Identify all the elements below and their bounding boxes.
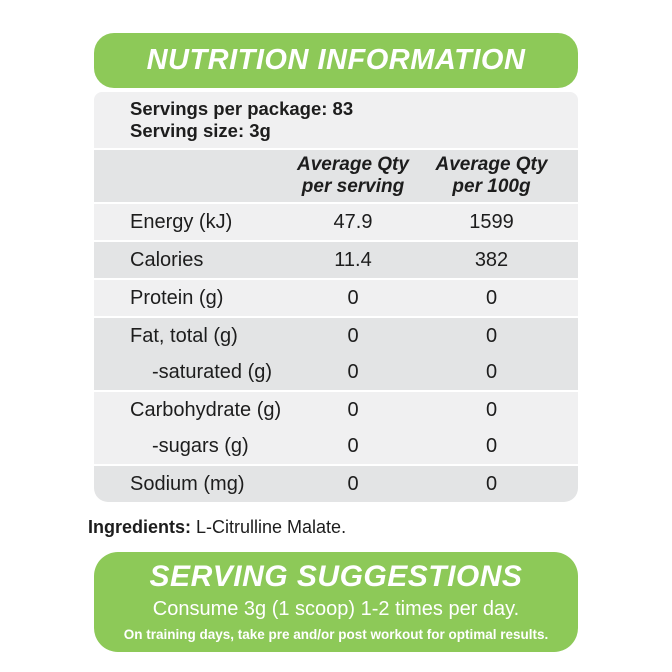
row-value-per-100g: 0 [485,286,498,309]
col-header-per-serving-line2: per serving [301,176,405,197]
table-band-calories: Calories 11.4 382 [94,242,578,278]
ingredients-value: L-Citrulline Malate. [191,517,347,537]
col-header-per-100g-line1: Average Qty [435,154,548,175]
table-row: Carbohydrate (g) 0 0 [94,392,578,428]
row-label: -sugars (g) [152,434,249,457]
col-header-per-serving-line1: Average Qty [297,154,409,175]
row-value-per-100g: 1599 [469,210,514,233]
serving-suggestion-line2: On training days, take pre and/or post w… [123,627,549,642]
servings-per-package: Servings per package: 83 [130,98,354,119]
row-value-per-100g: 0 [485,472,498,495]
serving-info-panel: Servings per package: 83 Serving size: 3… [94,92,578,148]
row-value-per-serving: 0 [347,398,359,421]
row-label: Energy (kJ) [130,210,233,233]
serving-suggestions-panel: SERVING SUGGESTIONS Consume 3g (1 scoop)… [94,552,578,652]
row-value-per-serving: 0 [347,472,359,495]
row-value-per-100g: 0 [485,360,498,383]
ingredients-line: Ingredients: L-Citrulline Malate. [88,514,578,540]
ingredients-label: Ingredients: [88,517,192,537]
table-row: Energy (kJ) 47.9 1599 [94,204,578,240]
serving-suggestions-title: SERVING SUGGESTIONS [149,560,523,593]
label-column: NUTRITION INFORMATION Servings per packa… [88,33,578,652]
row-value-per-serving: 0 [347,360,359,383]
table-band-protein: Protein (g) 0 0 [94,280,578,316]
row-label: Fat, total (g) [130,324,238,347]
row-value-per-100g: 0 [485,434,498,457]
row-value-per-100g: 0 [485,324,498,347]
row-value-per-serving: 0 [347,324,359,347]
table-row: Sodium (mg) 0 0 [94,466,578,502]
nutrition-title-bar: NUTRITION INFORMATION [94,33,578,88]
row-value-per-100g: 0 [485,398,498,421]
col-header-per-serving: Average Qty per serving [281,154,425,198]
table-row: Protein (g) 0 0 [94,280,578,316]
row-label: Carbohydrate (g) [130,398,282,421]
table-header-row: Average Qty per serving Average Qty per … [94,150,578,202]
table-row: Fat, total (g) 0 0 [94,318,578,354]
col-header-per-100g: Average Qty per 100g [425,154,558,198]
row-label: -saturated (g) [152,360,273,383]
row-label: Calories [130,248,204,271]
col-header-per-100g-line2: per 100g [452,176,531,197]
row-value-per-serving: 11.4 [334,248,372,271]
row-value-per-100g: 382 [474,248,509,271]
table-band-fat: Fat, total (g) 0 0 -saturated (g) 0 0 [94,318,578,390]
row-value-per-serving: 47.9 [333,210,373,233]
serving-suggestion-line1: Consume 3g (1 scoop) 1-2 times per day. [152,598,520,620]
row-value-per-serving: 0 [347,434,359,457]
table-band-sodium: Sodium (mg) 0 0 [94,466,578,502]
table-row: -saturated (g) 0 0 [94,354,578,390]
table-band-carbohydrate: Carbohydrate (g) 0 0 -sugars (g) 0 0 [94,392,578,464]
table-band-energy: Energy (kJ) 47.9 1599 [94,204,578,240]
table-row: Calories 11.4 382 [94,242,578,278]
row-label: Sodium (mg) [130,472,245,495]
row-value-per-serving: 0 [347,286,359,309]
serving-size: Serving size: 3g [130,120,271,141]
table-row: -sugars (g) 0 0 [94,428,578,464]
row-label: Protein (g) [130,286,224,309]
nutrition-title: NUTRITION INFORMATION [146,44,526,76]
